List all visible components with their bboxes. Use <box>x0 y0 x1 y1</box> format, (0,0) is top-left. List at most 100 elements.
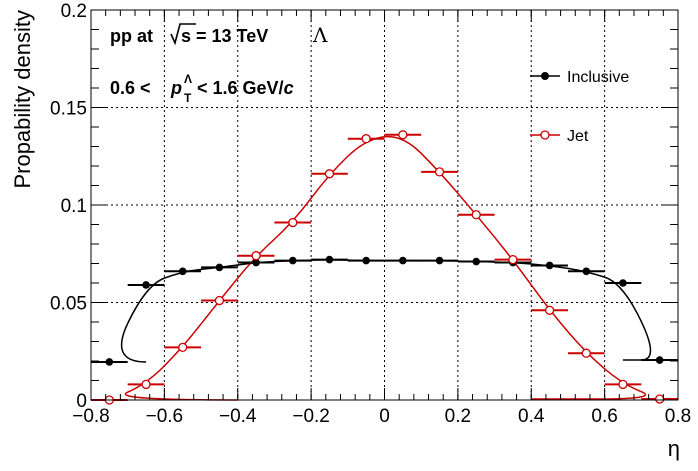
marker <box>544 305 555 315</box>
x-tick-label-7: 0.6 <box>591 406 617 427</box>
marker <box>618 379 628 390</box>
data-point-inclusive-10 <box>457 257 495 266</box>
data-point-jet-4 <box>237 251 275 261</box>
data-point-jet-6 <box>311 169 348 179</box>
annotation-pt-range: 0.6 < p Λ T < 1.6 GeV/c <box>110 72 294 105</box>
data-point-inclusive-3 <box>201 263 238 272</box>
y-tick-label-3: 0.15 <box>50 99 87 120</box>
legend-entry-jet: Jet <box>530 128 589 145</box>
data-point-inclusive-13 <box>567 267 605 276</box>
data-point-jet-5 <box>274 217 312 228</box>
smooth-curves <box>120 135 652 401</box>
data-point-jet-12 <box>531 305 568 315</box>
data-point-inclusive-1 <box>127 281 165 289</box>
data-point-inclusive-7 <box>347 256 385 265</box>
annotation-energy-prefix: pp at <box>110 26 153 46</box>
marker <box>399 256 407 265</box>
x-tick-label-5: 0.2 <box>445 406 471 427</box>
marker <box>178 342 188 353</box>
data-point-jet-8 <box>384 130 422 140</box>
marker <box>471 210 481 220</box>
marker <box>288 217 298 228</box>
y-tick-label-2: 0.1 <box>61 196 87 217</box>
data-point-inclusive-9 <box>421 256 458 265</box>
svg-text:pp at: pp at <box>110 26 153 46</box>
x-tick-label-4: 0 <box>379 406 390 427</box>
marker <box>655 356 664 364</box>
x-axis-title: η <box>668 436 680 461</box>
x-tick-label-2: −0.4 <box>219 406 257 427</box>
marker <box>434 167 445 177</box>
x-tick-label-8: 0.8 <box>665 406 691 427</box>
svg-text:< 1.6 GeV/c: < 1.6 GeV/c <box>197 78 294 98</box>
data-point-inclusive-5 <box>274 256 312 265</box>
annotation-pt-unit: c <box>284 78 294 98</box>
marker <box>435 256 444 265</box>
annotation-pt-suffix: < 1.6 GeV/ <box>197 78 284 98</box>
x-tick-label-1: −0.6 <box>146 406 184 427</box>
x-tick-label-0: −0.8 <box>72 406 110 427</box>
marker <box>141 379 151 390</box>
annotation-energy-root: s <box>181 26 191 46</box>
annotation-energy: pp at s = 13 TeV Λ <box>110 23 328 47</box>
annotation-particle: Λ <box>312 23 328 47</box>
marker <box>105 358 114 366</box>
marker <box>252 258 260 267</box>
data-point-inclusive-6 <box>311 255 348 264</box>
annotation-pt-sub: T <box>184 91 192 105</box>
data-point-jet-14 <box>604 379 642 390</box>
grid-lines <box>91 10 678 400</box>
data-point-inclusive-8 <box>384 256 422 265</box>
marker <box>325 255 334 264</box>
data-point-jet-11 <box>494 254 532 265</box>
sqrt-symbol <box>170 23 196 46</box>
marker <box>142 281 150 289</box>
data-point-inclusive-4 <box>237 258 275 267</box>
data-point-inclusive-2 <box>164 267 202 276</box>
data-point-jet-13 <box>567 348 605 358</box>
x-tick-label-6: 0.4 <box>518 406 545 427</box>
marker <box>655 394 665 404</box>
axis-ticks: −0.8 −0.6 −0.4 −0.2 0 0.2 0.4 0.6 0.8 0 0.05 0.1 0.1… <box>50 1 691 427</box>
data-point-jet-2 <box>164 342 202 353</box>
legend-label-inclusive: Inclusive <box>567 69 629 86</box>
marker <box>215 263 224 272</box>
marker <box>288 256 297 265</box>
y-tick-label-4: 0.2 <box>61 1 87 22</box>
marker <box>472 257 481 266</box>
y-tick-label-0: 0 <box>76 391 87 412</box>
data-point-inclusive-12 <box>531 261 568 270</box>
x-tick-label-3: −0.2 <box>292 406 330 427</box>
data-point-jet-9 <box>421 167 458 177</box>
y-axis-title: Propability density <box>10 10 35 189</box>
marker <box>581 348 591 358</box>
marker <box>214 295 225 306</box>
marker <box>362 256 370 265</box>
y-tick-label-1: 0.05 <box>50 294 87 315</box>
data-point-jet-7 <box>347 134 385 144</box>
annotation-pt-prefix: 0.6 < <box>110 78 151 98</box>
annotation-energy-suffix: = 13 TeV <box>191 26 268 46</box>
data-point-inclusive-0 <box>91 358 128 366</box>
data-point-jet-15 <box>641 394 678 404</box>
data-points <box>91 130 678 405</box>
svg-text:s = 13 TeV: s = 13 TeV <box>181 26 268 46</box>
data-point-jet-1 <box>127 379 165 390</box>
curve-jet <box>124 135 647 401</box>
marker <box>398 130 408 140</box>
marker <box>361 134 371 144</box>
marker <box>251 251 261 261</box>
legend-entry-inclusive: Inclusive <box>530 69 629 86</box>
marker <box>582 267 591 276</box>
legend-label-jet: Jet <box>567 128 589 145</box>
data-point-inclusive-15 <box>641 356 678 364</box>
marker <box>508 254 518 265</box>
annotation-pt-sup: Λ <box>184 72 192 86</box>
marker <box>545 261 554 270</box>
legend: Inclusive Jet <box>530 69 629 145</box>
annotation-pt-var: p <box>170 78 182 98</box>
marker <box>178 267 187 276</box>
marker <box>619 279 627 287</box>
marker <box>324 169 335 179</box>
